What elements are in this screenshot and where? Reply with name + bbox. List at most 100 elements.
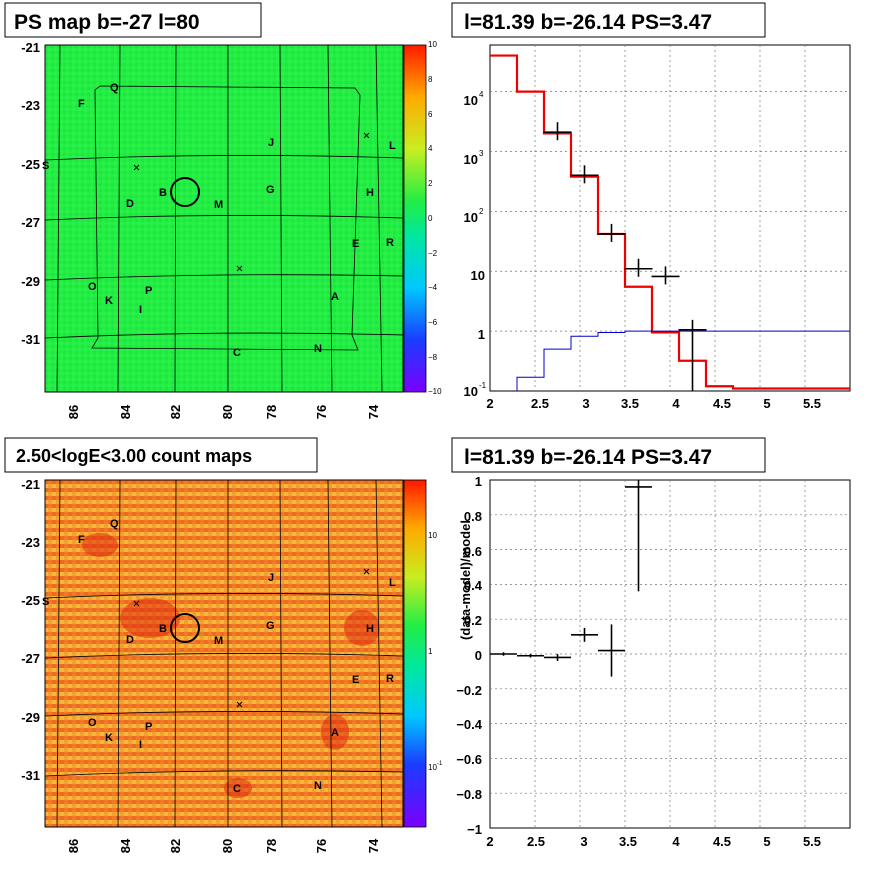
source-label: Q bbox=[110, 82, 119, 94]
xtick: 74 bbox=[366, 404, 381, 419]
ytick: -27 bbox=[21, 651, 40, 666]
ytick: 10 bbox=[464, 93, 478, 108]
source-label: M bbox=[214, 635, 223, 647]
source-label: G bbox=[266, 184, 275, 196]
xtick: 74 bbox=[366, 838, 381, 853]
spectrum-ytick-exponents: -1 2 3 4 bbox=[479, 90, 487, 390]
source-label: J bbox=[268, 137, 274, 149]
xtick: 84 bbox=[118, 404, 133, 419]
source-label: O bbox=[88, 281, 97, 293]
ytick: −0.2 bbox=[456, 683, 482, 698]
ytick-exponent: 4 bbox=[479, 90, 484, 99]
ps-map-target-circle bbox=[170, 177, 200, 207]
colorbar-tick: −2 bbox=[428, 249, 438, 258]
residual-panel: l=81.39 b=-26.14 PS=3.47 (data-model)/mo… bbox=[451, 437, 851, 849]
xtick: 76 bbox=[314, 405, 329, 419]
ytick: −0.4 bbox=[456, 717, 482, 732]
xtick: 2.5 bbox=[531, 396, 549, 411]
xtick: 5 bbox=[763, 834, 770, 849]
source-label: K bbox=[105, 732, 113, 744]
xtick: 86 bbox=[66, 839, 81, 853]
colorbar-tick: −4 bbox=[428, 283, 438, 292]
source-label: P bbox=[145, 721, 152, 733]
xtick: 76 bbox=[314, 839, 329, 853]
count-map-source-labels: Q F S J L B D M G H E R O K P I A C N bbox=[42, 518, 396, 795]
xtick: 5.5 bbox=[803, 834, 821, 849]
colorbar-tick: −10 bbox=[428, 387, 442, 396]
source-label: K bbox=[105, 295, 113, 307]
ytick: -25 bbox=[21, 593, 40, 608]
xtick: 80 bbox=[220, 405, 235, 419]
source-label: R bbox=[386, 673, 394, 685]
source-label: C bbox=[233, 347, 241, 359]
xtick: 2 bbox=[486, 396, 493, 411]
ps-map-title-box bbox=[4, 2, 262, 38]
count-map-colorbar bbox=[403, 479, 427, 828]
source-label: D bbox=[126, 198, 134, 210]
source-label: S bbox=[42, 596, 49, 608]
ytick: 0 bbox=[475, 648, 482, 663]
ytick: -23 bbox=[21, 535, 40, 550]
xtick: 82 bbox=[168, 839, 183, 853]
residual-series bbox=[490, 480, 652, 677]
ytick: 1 bbox=[475, 474, 482, 489]
ytick: -25 bbox=[21, 157, 40, 172]
source-label: L bbox=[389, 140, 396, 152]
source-label: E bbox=[352, 674, 359, 686]
count-map-title: 2.50<logE<3.00 count maps bbox=[16, 446, 252, 466]
ytick: -23 bbox=[21, 98, 40, 113]
ytick: −0.6 bbox=[456, 752, 482, 767]
source-label: O bbox=[88, 717, 97, 729]
source-label: G bbox=[266, 620, 275, 632]
colorbar-tick: −6 bbox=[428, 318, 438, 327]
ytick: 0.8 bbox=[464, 509, 482, 524]
xtick: 4 bbox=[672, 834, 680, 849]
residual-ylabel: (data-model)/model bbox=[458, 520, 473, 640]
count-map-hotspots bbox=[82, 533, 380, 798]
ytick: 10 bbox=[464, 384, 478, 399]
spectrum-yticks: 10 1 10 10 10 10 bbox=[464, 93, 485, 399]
count-map-title-box bbox=[4, 437, 318, 473]
xtick: 5.5 bbox=[803, 396, 821, 411]
residual-yticks: 1 0.8 0.6 0.4 0.2 0 −0.2 −0.4 −0.6 −0.8 … bbox=[456, 474, 482, 837]
count-map-xticks: 86 84 82 80 78 76 74 bbox=[66, 838, 381, 853]
ps-map-panel: PS map b=-27 l=80 Q F S J L B D M bbox=[4, 2, 442, 419]
count-map-colorbar-ticks: 10 1 10 -1 bbox=[428, 531, 443, 772]
source-label: A bbox=[331, 291, 339, 303]
colorbar-tick: 10 bbox=[428, 531, 437, 540]
source-label: R bbox=[386, 237, 394, 249]
source-label: B bbox=[159, 187, 167, 199]
source-label: S bbox=[42, 160, 49, 172]
residual-grid bbox=[490, 480, 850, 828]
colorbar-tick: 4 bbox=[428, 144, 433, 153]
ytick: -21 bbox=[21, 40, 40, 55]
xtick: 5 bbox=[763, 396, 770, 411]
colorbar-tick-exponent: -1 bbox=[437, 761, 443, 767]
colorbar-tick: 8 bbox=[428, 75, 433, 84]
ytick: 1 bbox=[478, 327, 485, 342]
xtick: 3 bbox=[580, 834, 587, 849]
ytick: 0.6 bbox=[464, 544, 482, 559]
ps-map-cross-markers bbox=[133, 132, 370, 272]
ytick: −1 bbox=[467, 822, 482, 837]
residual-xticks: 2 2.5 3 3.5 4 4.5 5 5.5 bbox=[486, 834, 821, 849]
spectrum-xticks: 2 2.5 3 3.5 4 4.5 5 5.5 bbox=[486, 396, 821, 411]
source-label: A bbox=[331, 727, 339, 739]
count-map-cross-markers bbox=[133, 568, 370, 708]
ytick: −0.8 bbox=[456, 787, 482, 802]
residual-title-box bbox=[451, 437, 766, 473]
source-label: D bbox=[126, 634, 134, 646]
xtick: 80 bbox=[220, 839, 235, 853]
ytick: 10 bbox=[464, 152, 478, 167]
xtick: 78 bbox=[264, 405, 279, 419]
xtick: 4.5 bbox=[713, 834, 731, 849]
ps-map-title: PS map b=-27 l=80 bbox=[14, 11, 200, 34]
xtick: 3.5 bbox=[621, 396, 639, 411]
ps-map-coordinate-grid bbox=[44, 44, 404, 393]
xtick: 4 bbox=[672, 396, 680, 411]
count-map-panel: 2.50<logE<3.00 count maps Q F S bbox=[4, 437, 443, 853]
ytick: 0.4 bbox=[464, 578, 483, 593]
ytick-exponent: 3 bbox=[479, 149, 484, 158]
ps-map-xticks: 86 84 82 80 78 76 74 bbox=[66, 404, 381, 419]
